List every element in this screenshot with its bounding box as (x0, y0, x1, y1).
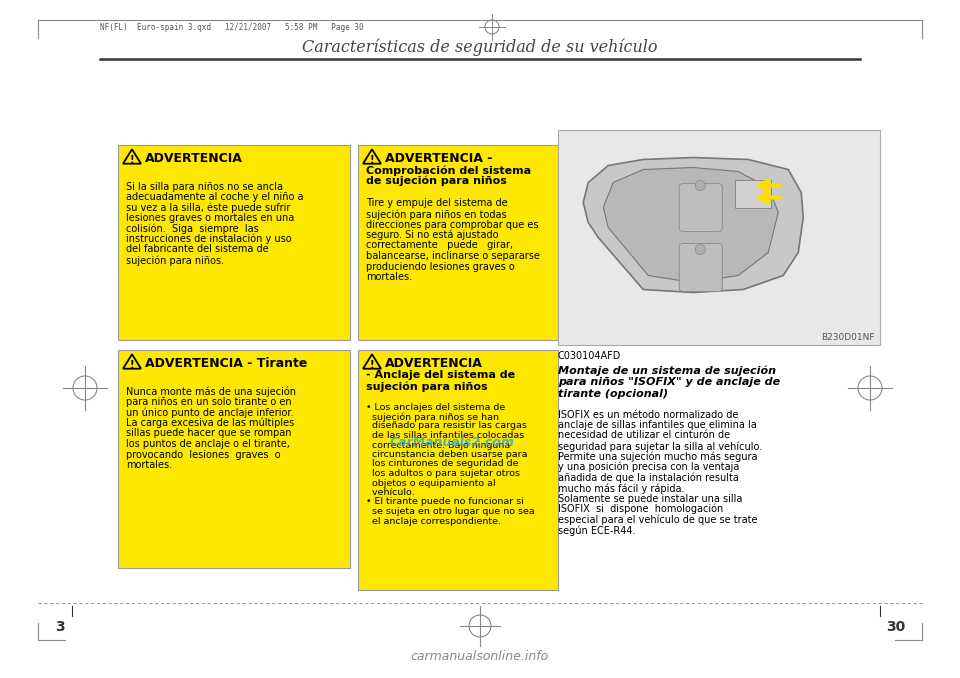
Text: 30: 30 (886, 620, 905, 634)
Text: sujeción para niños en todas: sujeción para niños en todas (366, 209, 507, 220)
Text: su vez a la silla, éste puede sufrir: su vez a la silla, éste puede sufrir (126, 203, 290, 213)
Text: Tire y empuje del sistema de: Tire y empuje del sistema de (366, 199, 508, 209)
Text: NF(FL)  Euro-spain 3.qxd   12/21/2007   5:58 PM   Page 30: NF(FL) Euro-spain 3.qxd 12/21/2007 5:58 … (100, 22, 364, 31)
Text: La carga excesiva de las múltiples: La carga excesiva de las múltiples (126, 418, 295, 428)
Text: Comprobación del sistema: Comprobación del sistema (366, 165, 531, 176)
Text: 3: 3 (55, 620, 64, 634)
Text: C030104AFD: C030104AFD (558, 351, 621, 361)
FancyBboxPatch shape (118, 145, 350, 340)
Polygon shape (363, 355, 381, 369)
Text: se sujeta en otro lugar que no sea: se sujeta en otro lugar que no sea (366, 507, 535, 516)
Text: adecuadamente al coche y el niño a: adecuadamente al coche y el niño a (126, 192, 303, 202)
Text: !: ! (130, 360, 134, 370)
Text: ISOFIX es un método normalizado de: ISOFIX es un método normalizado de (558, 410, 738, 420)
Text: seguro. Si no está ajustado: seguro. Si no está ajustado (366, 230, 498, 241)
Text: sillas puede hacer que se rompan: sillas puede hacer que se rompan (126, 428, 292, 439)
Text: seguridad para sujetar la silla al vehículo.: seguridad para sujetar la silla al vehíc… (558, 441, 762, 452)
Text: !: ! (370, 155, 374, 165)
Text: Permite una sujeción mucho más segura: Permite una sujeción mucho más segura (558, 452, 757, 462)
Text: produciendo lesiones graves o: produciendo lesiones graves o (366, 262, 515, 271)
Text: necesidad de utilizar el cinturón de: necesidad de utilizar el cinturón de (558, 431, 731, 441)
Text: colisión.  Siga  siempre  las: colisión. Siga siempre las (126, 224, 259, 234)
Text: Solamente se puede instalar una silla: Solamente se puede instalar una silla (558, 494, 742, 504)
FancyBboxPatch shape (680, 243, 722, 292)
Text: Montaje de un sistema de sujeción: Montaje de un sistema de sujeción (558, 365, 776, 376)
Polygon shape (123, 355, 141, 369)
Text: • Los anclajes del sistema de: • Los anclajes del sistema de (366, 403, 505, 412)
Polygon shape (603, 167, 779, 283)
Text: lesiones graves o mortales en una: lesiones graves o mortales en una (126, 213, 295, 223)
FancyBboxPatch shape (680, 184, 722, 231)
Text: para niños en un solo tirante o en: para niños en un solo tirante o en (126, 397, 292, 407)
Text: diseñado para resistir las cargas: diseñado para resistir las cargas (366, 422, 527, 431)
Text: correctamente   puede   girar,: correctamente puede girar, (366, 241, 514, 250)
Text: provocando  lesiones  graves  o: provocando lesiones graves o (126, 450, 280, 460)
Circle shape (695, 245, 706, 254)
Text: los puntos de anclaje o el tirante,: los puntos de anclaje o el tirante, (126, 439, 290, 449)
Text: los adultos o para sujetar otros: los adultos o para sujetar otros (366, 469, 520, 478)
FancyBboxPatch shape (118, 350, 350, 568)
Text: Nunca monte más de una sujeción: Nunca monte más de una sujeción (126, 386, 296, 397)
Text: un único punto de anclaje inferior.: un único punto de anclaje inferior. (126, 407, 294, 418)
Text: ADVERTENCIA: ADVERTENCIA (145, 152, 243, 165)
Text: tirante (opcional): tirante (opcional) (558, 389, 668, 399)
Text: Características de seguridad de su vehículo: Características de seguridad de su vehíc… (302, 39, 658, 56)
Text: ISOFIX  si  dispone  homologación: ISOFIX si dispone homologación (558, 504, 723, 515)
Text: el anclaje correspondiente.: el anclaje correspondiente. (366, 517, 501, 525)
Text: mortales.: mortales. (366, 272, 412, 282)
Polygon shape (735, 180, 771, 207)
Text: direcciones para comprobar que es: direcciones para comprobar que es (366, 220, 539, 229)
FancyBboxPatch shape (558, 130, 880, 345)
Text: para niños "ISOFIX" y de anclaje de: para niños "ISOFIX" y de anclaje de (558, 377, 780, 387)
Polygon shape (584, 157, 804, 292)
Text: y una posición precisa con la ventaja: y una posición precisa con la ventaja (558, 462, 739, 473)
Polygon shape (363, 149, 381, 163)
Text: sujeción para niños se han: sujeción para niños se han (366, 412, 499, 422)
FancyBboxPatch shape (358, 350, 558, 590)
Text: de sujeción para niños: de sujeción para niños (366, 176, 507, 186)
Text: sujeción para niños.: sujeción para niños. (126, 255, 224, 266)
Text: correctamente. Bajo ninguna: correctamente. Bajo ninguna (366, 441, 511, 450)
Text: !: ! (130, 155, 134, 165)
Text: circunstancia deben usarse para: circunstancia deben usarse para (366, 450, 527, 459)
Text: mortales.: mortales. (126, 460, 172, 470)
Text: del fabricante del sistema de: del fabricante del sistema de (126, 245, 269, 254)
Text: ADVERTENCIA: ADVERTENCIA (385, 357, 483, 370)
Text: instrucciones de instalación y uso: instrucciones de instalación y uso (126, 234, 292, 245)
Text: !: ! (370, 360, 374, 370)
Polygon shape (123, 149, 141, 163)
Text: ADVERTENCIA -: ADVERTENCIA - (385, 152, 492, 165)
Text: balancearse, inclinarse o separarse: balancearse, inclinarse o separarse (366, 251, 540, 261)
Text: añadida de que la instalación resulta: añadida de que la instalación resulta (558, 473, 739, 483)
Text: CarManuals2.com: CarManuals2.com (390, 437, 515, 450)
Text: vehículo.: vehículo. (366, 488, 415, 497)
Text: según ECE-R44.: según ECE-R44. (558, 525, 636, 536)
Text: mucho más fácil y rápida.: mucho más fácil y rápida. (558, 483, 684, 494)
Text: especial para el vehículo de que se trate: especial para el vehículo de que se trat… (558, 515, 757, 525)
Text: carmanualsonline.info: carmanualsonline.info (411, 650, 549, 663)
Text: B230D01NF: B230D01NF (822, 333, 875, 342)
Text: sujeción para niños: sujeción para niños (366, 381, 488, 391)
Text: Si la silla para niños no se ancla: Si la silla para niños no se ancla (126, 182, 283, 191)
Circle shape (695, 180, 706, 191)
Text: objetos o equipamiento al: objetos o equipamiento al (366, 479, 495, 487)
Text: • El tirante puede no funcionar si: • El tirante puede no funcionar si (366, 498, 524, 506)
Text: anclaje de sillas infantiles que elimina la: anclaje de sillas infantiles que elimina… (558, 420, 756, 430)
Text: ADVERTENCIA - Tirante: ADVERTENCIA - Tirante (145, 357, 307, 370)
Text: de las sillas infantiles colocadas: de las sillas infantiles colocadas (366, 431, 524, 440)
Text: los cinturones de seguridad de: los cinturones de seguridad de (366, 460, 518, 468)
Text: - Anclaje del sistema de: - Anclaje del sistema de (366, 370, 516, 380)
FancyBboxPatch shape (358, 145, 558, 340)
